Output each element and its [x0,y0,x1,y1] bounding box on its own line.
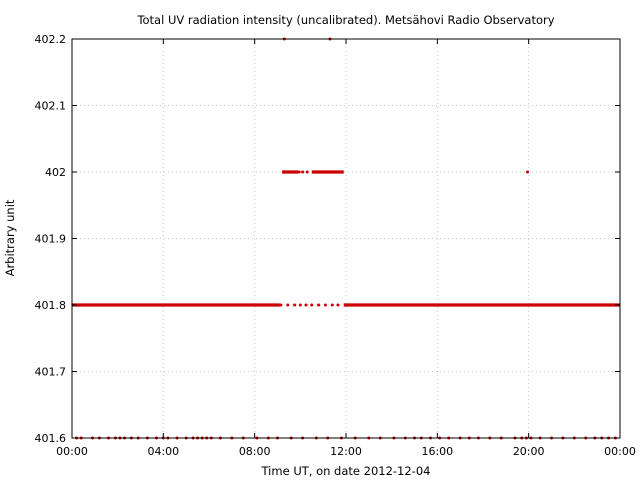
data-point [330,303,334,307]
data-point [317,303,321,307]
data-point [310,303,314,307]
data-point [286,303,290,307]
chart-title: Total UV radiation intensity (uncalibrat… [136,13,554,27]
data-point [304,303,308,307]
x-tick-label: 04:00 [147,445,179,458]
data-point [526,170,530,174]
data-point [301,170,305,174]
x-tick-label: 00:00 [56,445,88,458]
axis-ticks: 00:00 04:00 08:00 12:00 16:00 20:00 00:00401.6… [35,33,636,458]
y-tick-label: 401.8 [35,299,67,312]
x-tick-label: 00:00 [604,445,636,458]
grid-lines [72,39,620,438]
y-tick-label: 401.7 [35,366,67,379]
data-point [279,303,283,307]
plot-frame [71,38,621,439]
x-tick-label: 20:00 [513,445,545,458]
x-tick-label: 16:00 [421,445,453,458]
data-point [305,170,309,174]
y-tick-label: 402.1 [35,100,67,113]
data-point [298,303,302,307]
data-point [336,303,340,307]
x-tick-label: 12:00 [330,445,362,458]
data-point [323,303,327,307]
y-axis-label: Arbitrary unit [3,199,17,276]
y-tick-label: 402 [45,166,66,179]
y-tick-label: 402.2 [35,33,67,46]
data-point [293,303,297,307]
data-point [297,170,301,174]
x-axis-label: Time UT, on date 2012-12-04 [261,464,431,478]
x-tick-label: 08:00 [239,445,271,458]
y-tick-label: 401.6 [35,432,67,445]
y-tick-label: 401.9 [35,233,67,246]
